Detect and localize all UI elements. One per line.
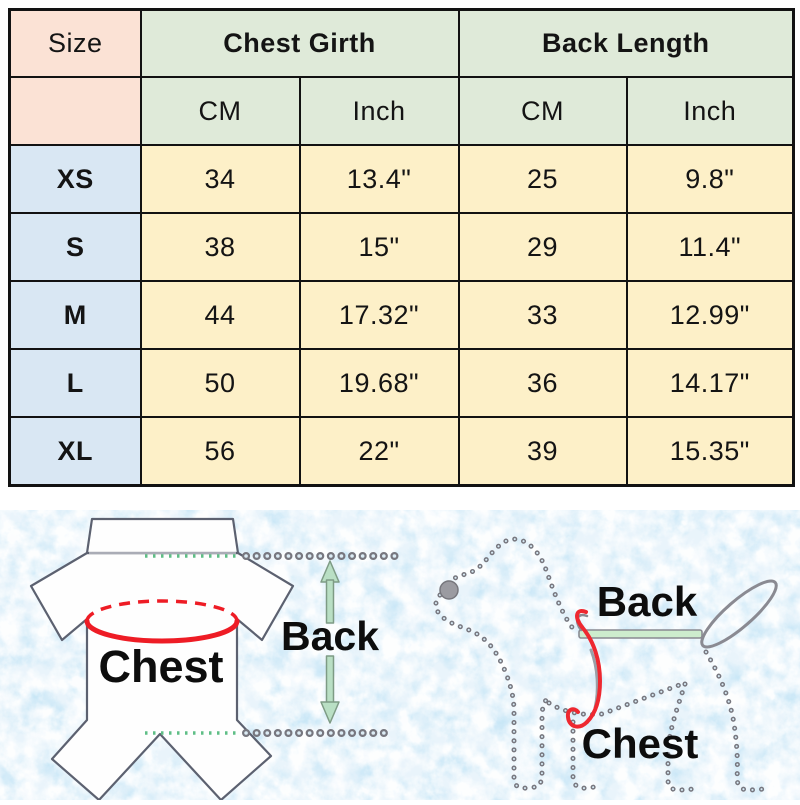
dog-back-label: Back [597, 578, 698, 625]
back-cm-value: 33 [457, 280, 628, 350]
chest-inch-value: 15" [298, 212, 460, 282]
chest-girth-ellipse-back [85, 599, 239, 622]
chest-inch-value: 19.68" [298, 348, 460, 418]
back-cm-value: 36 [457, 348, 628, 418]
back-length-arrow [320, 560, 340, 724]
chest-cm-value: 50 [139, 348, 301, 418]
back-inch-value: 14.17" [625, 348, 795, 418]
back-cm-value: 39 [457, 416, 628, 487]
table-row-s: S 38 15" 29 11.4" [8, 212, 795, 282]
garment-back-label: Back [281, 613, 379, 659]
size-chart-table: Size Chest Girth Back Length CM Inch CM … [8, 8, 796, 487]
table-row-l: L 50 19.68" 36 14.17" [8, 348, 795, 418]
header-size: Size [8, 8, 142, 78]
back-inch-value: 12.99" [625, 280, 795, 350]
chest-cm-value: 38 [139, 212, 301, 282]
dog-chest-measure [565, 609, 603, 729]
back-inch-value: 15.35" [625, 416, 795, 487]
back-cm-value: 25 [457, 144, 628, 214]
header-chest-cm: CM [139, 76, 301, 146]
dog-chest-label: Chest [582, 720, 699, 767]
chest-cm-value: 34 [139, 144, 301, 214]
header-back-length: Back Length [457, 8, 795, 78]
header-empty-cell [8, 76, 142, 146]
table-row-xl: XL 56 22" 39 15.35" [8, 416, 795, 487]
size-label: L [8, 348, 142, 418]
garment-chest-label: Chest [98, 641, 223, 692]
size-label: S [8, 212, 142, 282]
back-inch-value: 9.8" [625, 144, 795, 214]
garment-collar [85, 517, 240, 555]
back-inch-value: 11.4" [625, 212, 795, 282]
header-back-cm: CM [457, 76, 628, 146]
header-chest-girth: Chest Girth [139, 8, 460, 78]
chest-girth-ellipse-front [84, 618, 240, 644]
dog-tail [700, 579, 778, 649]
dog-nose [439, 580, 459, 600]
size-label: XS [8, 144, 142, 214]
table-row-m: M 44 17.32" 33 12.99" [8, 280, 795, 350]
chest-inch-value: 17.32" [298, 280, 460, 350]
chest-cm-value: 56 [139, 416, 301, 487]
header-chest-inch: Inch [298, 76, 460, 146]
garment-pattern: Back Chest [29, 517, 395, 802]
garment-body-shape [29, 551, 295, 802]
size-label: M [8, 280, 142, 350]
size-label: XL [8, 416, 142, 487]
chest-cm-value: 44 [139, 280, 301, 350]
table-row-xs: XS 34 13.4" 25 9.8" [8, 144, 795, 214]
chest-inch-value: 13.4" [298, 144, 460, 214]
header-back-inch: Inch [625, 76, 795, 146]
chest-inch-value: 22" [298, 416, 460, 487]
dog-outline: Back Chest [436, 539, 778, 790]
back-cm-value: 29 [457, 212, 628, 282]
measuring-diagram: Back Chest Back Chest [0, 510, 800, 802]
